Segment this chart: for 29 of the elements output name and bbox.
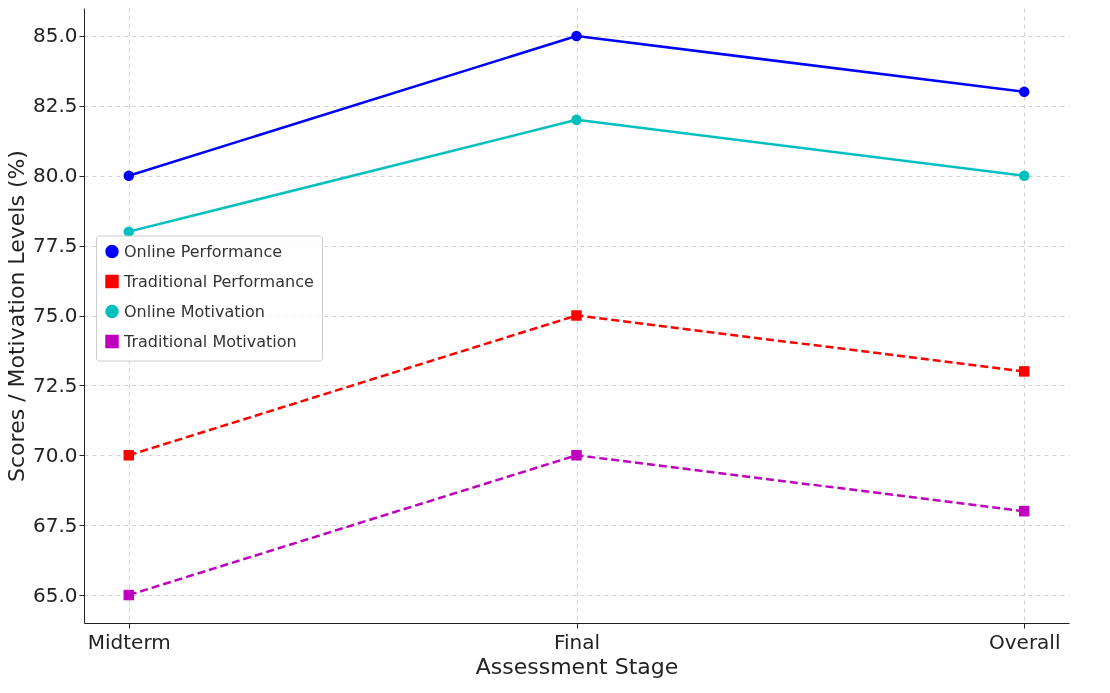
point <box>1018 170 1030 181</box>
legend-label: Traditional Performance <box>123 271 314 291</box>
point <box>123 170 135 181</box>
point <box>571 450 582 461</box>
point <box>571 30 582 42</box>
legend-label: Online Motivation <box>124 301 265 321</box>
point <box>123 589 135 601</box>
point <box>1018 86 1030 98</box>
point <box>1018 366 1030 377</box>
y-tick-label: 72.5 <box>32 372 78 397</box>
y-tick-label: 82.5 <box>32 93 78 118</box>
y-tick-label: 85.0 <box>32 23 78 48</box>
y-tick-label: 75.0 <box>32 303 78 327</box>
legend-label: Traditional Motivation <box>123 331 297 351</box>
y-tick-label: 67.5 <box>32 512 78 537</box>
point <box>571 310 582 321</box>
y-axis-title: Scores / Motivation Levels (%) <box>3 150 29 482</box>
y-tick-label: 77.5 <box>32 233 78 258</box>
x-axis-title: Assessment Stage <box>475 653 679 679</box>
y-tick-label: 80.0 <box>32 163 78 188</box>
legend-label: Online Performance <box>124 241 283 261</box>
x-tick-label: Midterm <box>87 629 171 654</box>
x-tick-label: Overall <box>988 629 1061 654</box>
point <box>123 450 135 461</box>
point <box>571 114 582 126</box>
y-tick-label: 70.0 <box>32 442 78 467</box>
point <box>1018 505 1030 517</box>
x-tick-label: Final <box>553 629 601 654</box>
y-tick-label: 65.0 <box>32 582 78 607</box>
